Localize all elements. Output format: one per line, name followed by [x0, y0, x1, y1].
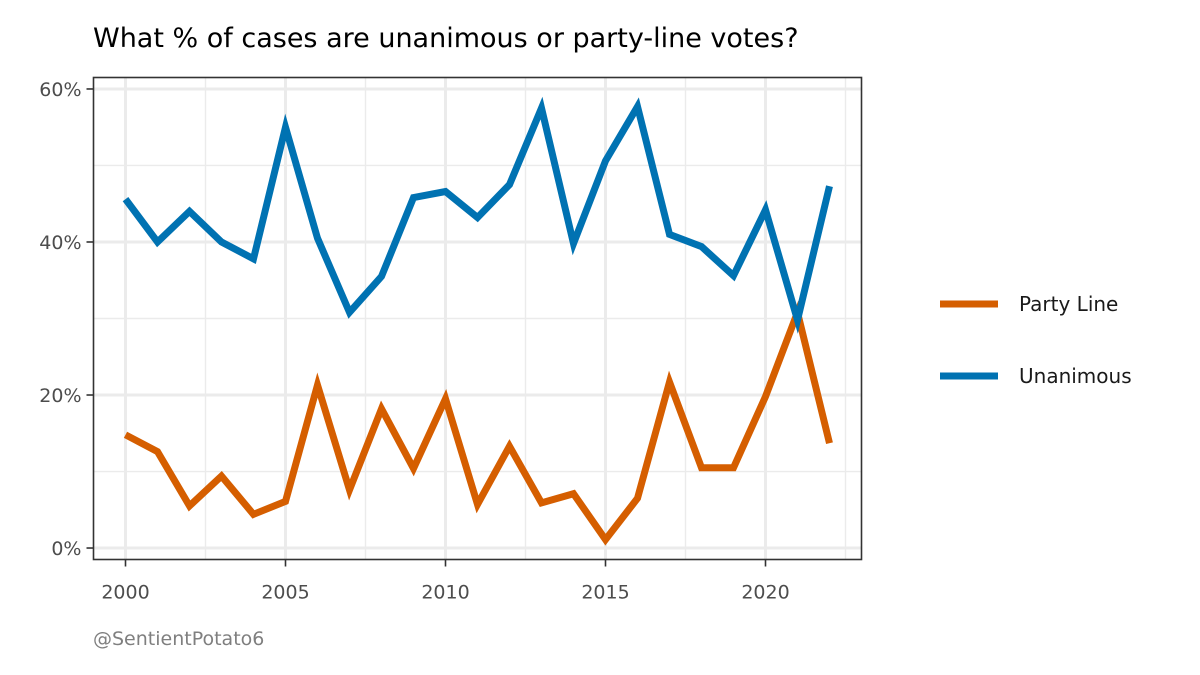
series-lines: [122, 96, 833, 546]
x-tick-label: 2020: [741, 582, 789, 604]
panel-border: [92, 76, 863, 561]
x-tick-label: 2015: [581, 582, 629, 604]
y-tick-label: 60%: [39, 79, 81, 101]
legend: Party Line Unanimous: [940, 292, 1132, 388]
chart-title: What % of cases are unanimous or party-l…: [93, 23, 799, 54]
caption: @SentientPotato6: [93, 628, 264, 650]
x-tick-label: 2005: [261, 582, 309, 604]
legend-label-party-line: Party Line: [1019, 292, 1118, 316]
axis-ticks: 0% 20% 40% 60% 2000 2005 2010 2015 2020: [39, 79, 789, 604]
x-tick-label: 2010: [421, 582, 469, 604]
x-tick-label: 2000: [101, 582, 149, 604]
legend-label-unanimous: Unanimous: [1019, 364, 1132, 388]
series-line-unanimous: [122, 96, 833, 334]
y-tick-label: 20%: [39, 385, 81, 407]
y-tick-label: 0%: [51, 538, 81, 560]
y-tick-label: 40%: [39, 232, 81, 254]
series-line-party-line: [123, 300, 833, 546]
